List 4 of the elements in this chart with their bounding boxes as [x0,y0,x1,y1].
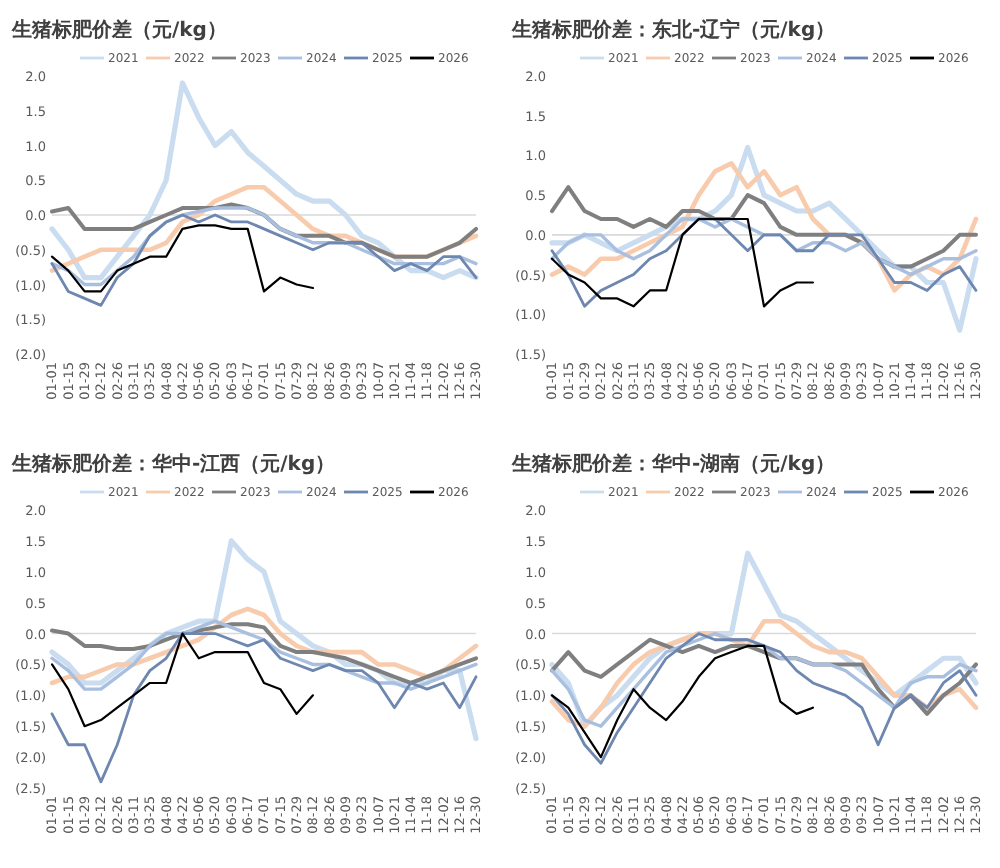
chart-title: 生猪标肥价差：华中-湖南（元/kg） [510,452,836,476]
chart-title: 生猪标肥价差：华中-江西（元/kg） [10,452,336,476]
chart-title: 生猪标肥价差：东北-辽宁（元/kg） [510,18,836,42]
chart-title: 生猪标肥价差（元/kg） [10,18,227,42]
